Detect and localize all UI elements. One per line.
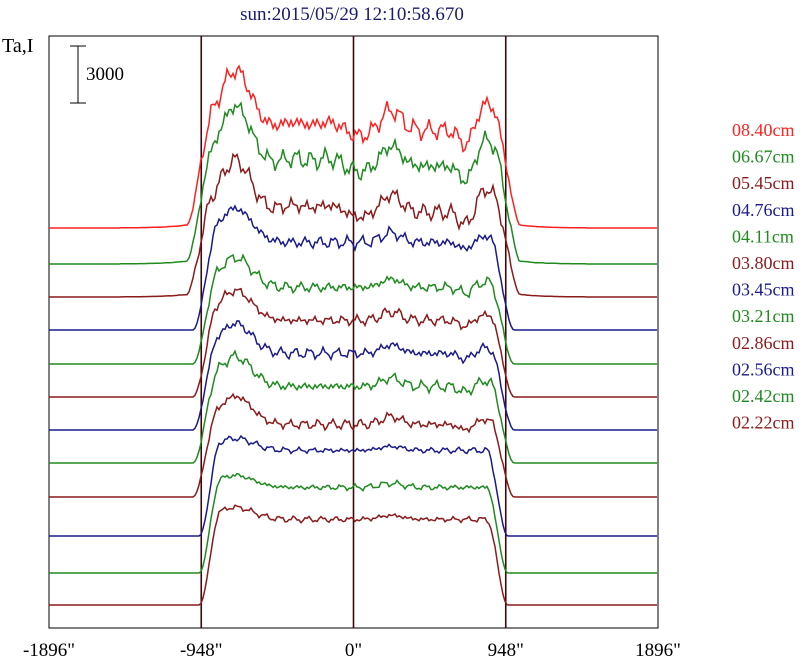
- scale-bar: 3000: [70, 45, 124, 104]
- chart-title: sun:2015/05/29 12:10:58.670: [240, 4, 464, 25]
- legend-entry: 04.11cm: [732, 226, 794, 246]
- series-layer: [49, 64, 657, 606]
- legend-entry: 06.67cm: [732, 147, 795, 167]
- legend-entry: 02.22cm: [732, 413, 795, 433]
- series-line-04.76cm: [49, 204, 657, 331]
- x-tick-label: -1896": [23, 640, 75, 661]
- series-line-02.56cm: [49, 434, 657, 537]
- legend: 08.40cm 06.67cm 05.45cm 04.76cm 04.11cm 03.80…: [732, 120, 795, 433]
- y-axis-label: Ta,I: [2, 35, 33, 57]
- scale-bar-label: 3000: [86, 64, 124, 85]
- legend-entry: 08.40cm: [732, 120, 795, 140]
- series-line-05.45cm: [49, 152, 657, 298]
- legend-entry: 02.42cm: [732, 386, 795, 406]
- legend-entry: 03.80cm: [732, 253, 795, 273]
- legend-entry: 02.56cm: [732, 359, 795, 379]
- series-line-02.22cm: [49, 504, 657, 606]
- legend-entry: 04.76cm: [732, 200, 795, 220]
- series-line-02.86cm: [49, 392, 657, 498]
- series-line-03.80cm: [49, 287, 657, 398]
- series-line-04.11cm: [49, 253, 657, 365]
- series-line-03.45cm: [49, 320, 657, 431]
- series-line-02.42cm: [49, 472, 657, 574]
- legend-entry: 05.45cm: [732, 173, 795, 193]
- x-tick-label: 0": [345, 640, 362, 661]
- x-tick-label: 1896": [635, 640, 681, 661]
- x-tick-label: 948": [488, 640, 524, 661]
- x-tick-labels: -1896" -948" 0" 948" 1896": [23, 640, 681, 661]
- legend-entry: 03.21cm: [732, 306, 795, 326]
- x-tick-label: -948": [180, 640, 223, 661]
- series-line-08.40cm: [49, 64, 657, 229]
- series-line-03.21cm: [49, 349, 657, 464]
- legend-entry: 03.45cm: [732, 280, 795, 300]
- legend-entry: 02.86cm: [732, 333, 795, 353]
- series-line-06.67cm: [49, 101, 657, 265]
